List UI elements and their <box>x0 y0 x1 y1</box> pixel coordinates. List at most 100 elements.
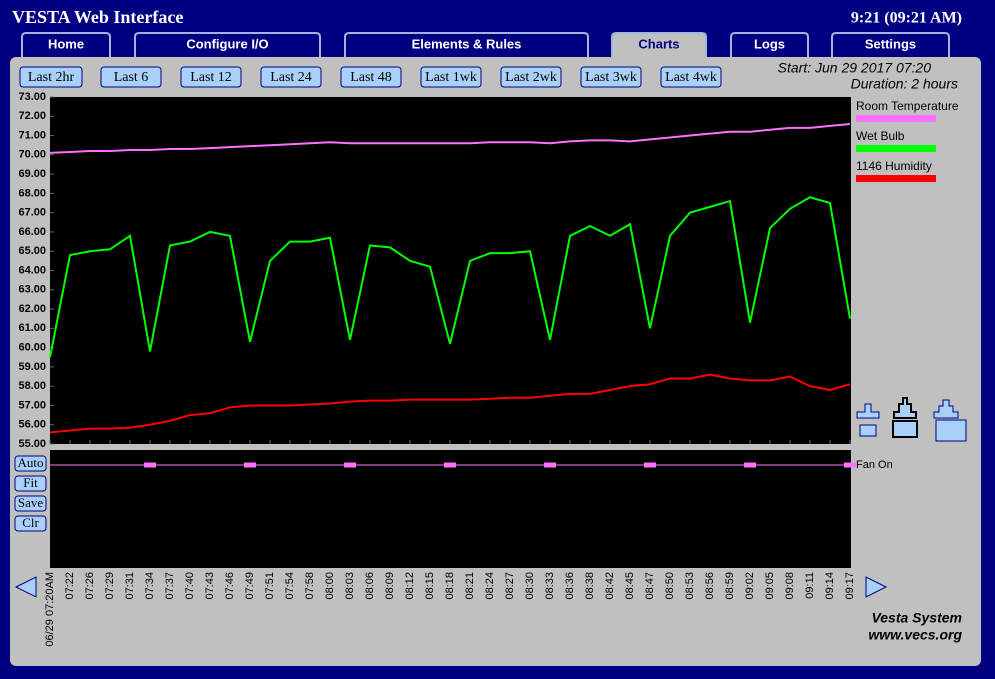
button-label[interactable]: Last 6 <box>114 70 149 85</box>
button-face[interactable] <box>100 66 162 88</box>
x-tick-label: 08:36 <box>564 572 576 600</box>
zoom-step-small[interactable] <box>856 403 880 419</box>
x-tick-label: 07:29 <box>104 572 116 600</box>
range-button[interactable]: Last 2hr <box>19 66 83 88</box>
tab[interactable]: Configure I/O <box>134 32 321 57</box>
x-tick-label: 07:31 <box>124 572 136 600</box>
range-button[interactable]: Last 24 <box>260 66 322 88</box>
digital-plot-area <box>50 450 851 568</box>
range-button[interactable]: Last 12 <box>180 66 242 88</box>
button-label[interactable]: Last 24 <box>270 70 312 85</box>
range-button[interactable]: Last 4wk <box>660 66 722 88</box>
tab[interactable]: Elements & Rules <box>344 32 589 57</box>
tab-shape[interactable] <box>730 32 809 57</box>
plot-area <box>50 97 851 444</box>
tab[interactable]: Logs <box>730 32 809 57</box>
y-tick-label: 62.00 <box>18 303 46 315</box>
button-label[interactable]: Last 2wk <box>505 70 557 85</box>
x-tick-label: 07:34 <box>144 572 156 600</box>
tab-shape[interactable] <box>344 32 589 57</box>
y-tick-label: 73.00 <box>18 91 46 103</box>
x-tick-label: 09:02 <box>744 572 756 600</box>
button-face[interactable] <box>340 66 402 88</box>
x-tick-label: 08:53 <box>684 572 696 600</box>
tab-label[interactable]: Logs <box>754 36 785 51</box>
button-face[interactable] <box>580 66 642 88</box>
button-label[interactable]: Last 12 <box>190 70 232 85</box>
tab-label[interactable]: Configure I/O <box>186 36 268 51</box>
tab-label[interactable]: Settings <box>865 36 916 51</box>
tab-shape[interactable] <box>831 32 950 57</box>
side-button[interactable]: Fit <box>14 475 47 492</box>
y-tick-label: 67.00 <box>18 207 46 219</box>
button-label[interactable]: Last 4wk <box>665 70 717 85</box>
legend-label: Wet Bulb <box>856 129 905 143</box>
button-label[interactable]: Auto <box>18 455 44 470</box>
button-face[interactable] <box>14 475 47 492</box>
x-tick-label: 09:14 <box>824 572 836 600</box>
timeline-segment <box>444 462 456 468</box>
size-small[interactable] <box>859 424 877 437</box>
range-button[interactable]: Last 2wk <box>500 66 562 88</box>
zoom-step-medium[interactable] <box>893 397 917 419</box>
button-face[interactable] <box>260 66 322 88</box>
x-tick-label: 09:08 <box>784 572 796 600</box>
y-tick-label: 61.00 <box>18 322 46 334</box>
x-tick-label: 07:54 <box>284 572 296 600</box>
tab-label[interactable]: Elements & Rules <box>412 36 522 51</box>
tab-label[interactable]: Charts <box>638 36 679 51</box>
x-tick-label: 07:49 <box>244 572 256 600</box>
duration-info: Duration: 2 hours <box>851 76 958 92</box>
y-tick-label: 59.00 <box>18 361 46 373</box>
scroll-left[interactable] <box>14 576 37 598</box>
clock: 9:21 (09:21 AM) <box>851 10 962 27</box>
button-face[interactable] <box>500 66 562 88</box>
button-face[interactable] <box>14 515 47 532</box>
y-tick-label: 63.00 <box>18 284 46 296</box>
side-button[interactable]: Auto <box>14 455 47 472</box>
button-face[interactable] <box>660 66 722 88</box>
side-button[interactable]: Clr <box>14 515 47 532</box>
y-tick-label: 60.00 <box>18 342 46 354</box>
range-button[interactable]: Last 6 <box>100 66 162 88</box>
button-label[interactable]: Last 3wk <box>585 70 637 85</box>
legend-swatch <box>856 115 936 122</box>
scroll-right[interactable] <box>865 576 888 598</box>
zoom-step-large[interactable] <box>933 399 959 419</box>
x-tick-label: 08:09 <box>384 572 396 600</box>
button-label[interactable]: Clr <box>22 515 39 530</box>
x-tick-label: 07:26 <box>84 572 96 600</box>
button-face[interactable] <box>180 66 242 88</box>
button-label[interactable]: Last 48 <box>350 70 392 85</box>
y-tick-label: 64.00 <box>18 264 46 276</box>
x-tick-label: 09:17 <box>844 572 856 600</box>
tab[interactable]: Home <box>21 32 111 57</box>
tab[interactable]: Settings <box>831 32 950 57</box>
range-button[interactable]: Last 1wk <box>420 66 482 88</box>
button-label[interactable]: Last 1wk <box>425 70 477 85</box>
button-label[interactable]: Last 2hr <box>28 70 75 85</box>
button-label[interactable]: Save <box>18 495 44 510</box>
size-medium[interactable] <box>892 420 918 438</box>
button-face[interactable] <box>420 66 482 88</box>
y-tick-label: 57.00 <box>18 399 46 411</box>
start-info: Start: Jun 29 2017 07:20 <box>778 60 932 76</box>
x-tick-label: 08:30 <box>524 572 536 600</box>
button-face[interactable] <box>14 455 47 472</box>
side-button[interactable]: Save <box>14 495 47 512</box>
tab-shape[interactable] <box>611 32 707 57</box>
x-tick-label: 07:46 <box>224 572 236 600</box>
tab-shape[interactable] <box>134 32 321 57</box>
button-label[interactable]: Fit <box>23 475 38 490</box>
range-button[interactable]: Last 48 <box>340 66 402 88</box>
tab[interactable]: Charts <box>611 32 707 57</box>
x-tick-label: 08:21 <box>464 572 476 600</box>
series-line <box>49 196 851 358</box>
tab-label[interactable]: Home <box>48 36 84 51</box>
button-face[interactable] <box>19 66 83 88</box>
button-face[interactable] <box>14 495 47 512</box>
tab-shape[interactable] <box>21 32 111 57</box>
y-tick-label: 66.00 <box>18 226 46 238</box>
range-button[interactable]: Last 3wk <box>580 66 642 88</box>
size-large[interactable] <box>935 419 967 442</box>
